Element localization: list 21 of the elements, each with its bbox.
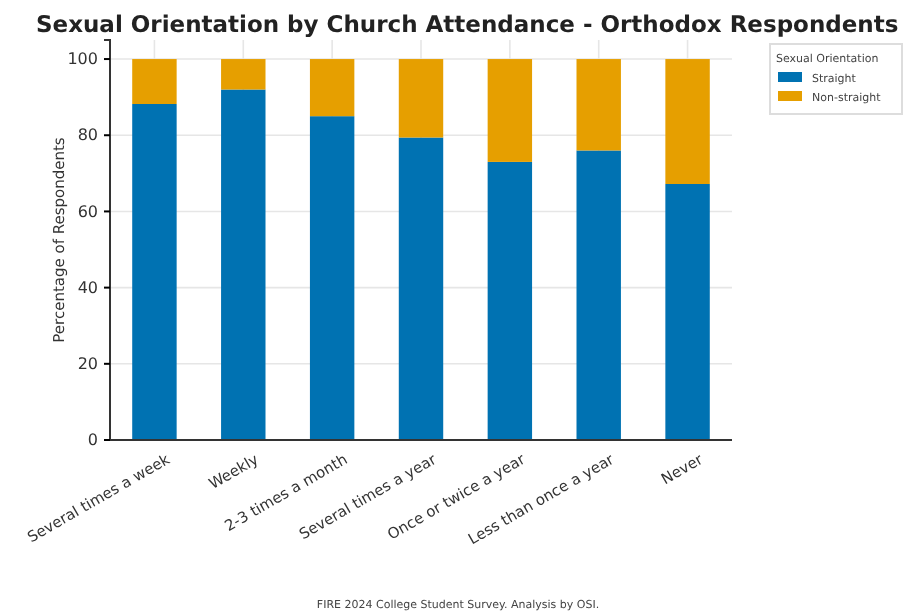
y-tick-label: 0 bbox=[87, 431, 98, 450]
bar bbox=[398, 137, 444, 440]
bar bbox=[576, 59, 621, 151]
y-tick-label: 100 bbox=[67, 50, 98, 69]
bar bbox=[665, 59, 710, 184]
bar bbox=[487, 161, 533, 440]
y-tick-label: 80 bbox=[77, 126, 98, 145]
bar bbox=[132, 59, 177, 104]
bar bbox=[398, 59, 444, 138]
y-tick-label: 20 bbox=[77, 354, 98, 373]
y-tick-label: 60 bbox=[77, 202, 98, 221]
bar bbox=[665, 184, 710, 440]
bar bbox=[132, 104, 177, 440]
bar bbox=[309, 116, 355, 440]
bar bbox=[576, 150, 621, 440]
bar bbox=[309, 59, 355, 117]
bar bbox=[487, 59, 533, 162]
bar bbox=[221, 59, 266, 90]
bar bbox=[221, 89, 266, 440]
chart-title: Sexual Orientation by Church Attendance - Orthodox Respondents bbox=[36, 10, 899, 38]
y-tick-label: 40 bbox=[77, 278, 98, 297]
